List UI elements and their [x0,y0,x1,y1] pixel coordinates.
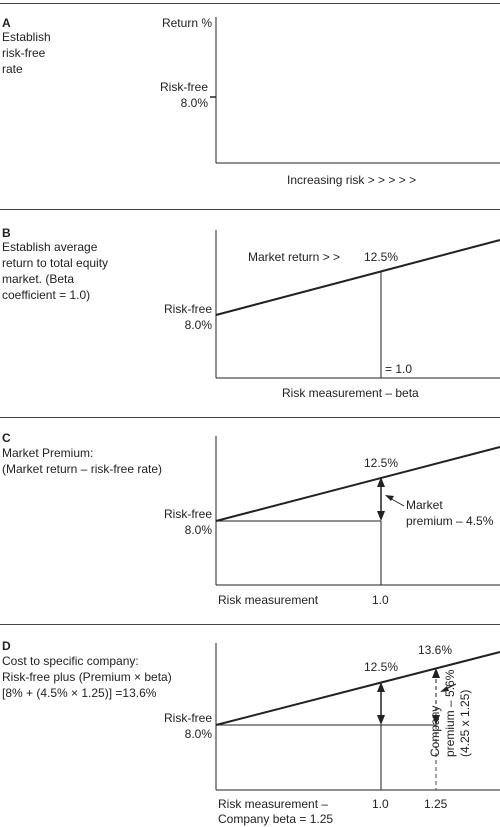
y-axis-label: Return % [161,16,212,30]
company-premium-line: premium – 5.6% [443,669,457,757]
beta-marker: = 1.0 [385,362,413,376]
company-premium-arrow-head-down [432,715,440,725]
risk-free-label: Risk-free [163,507,212,521]
panel-separator [0,624,500,625]
market-premium-arrow-head-down [377,715,385,725]
panel-description-line: rate [2,62,23,76]
company-premium-arrow-head-up [432,668,440,678]
market-return-value: 12.5% [364,250,399,264]
premium-arrow-head-down [377,511,385,521]
premium-label: Market [406,498,443,512]
panel-letter: A [2,16,11,30]
x-tick-label: 1.0 [372,797,389,811]
risk-free-label: Risk-free [163,302,212,316]
x-axis-label: Risk measurement – [218,797,329,811]
x-tick-label: 1.25 [424,797,448,811]
risk-free-label: Risk-free [163,711,212,725]
panel-description-line: coefficient = 1.0) [2,288,91,302]
panel-description-line: return to total equity [2,256,109,270]
panel-description-line: Market Premium: [2,446,94,460]
panel-description-line: Establish [2,30,51,44]
market-return-value: 12.5% [364,456,399,470]
risk-free-value: 8.0% [184,318,212,332]
premium-pointer-head [385,495,394,501]
panel-separator [0,209,500,210]
panel-letter: D [2,639,11,653]
company-premium-line: Company [428,705,442,757]
x-axis-label: Risk measurement [218,593,319,607]
panel-description-line: risk-free [2,46,46,60]
panel-description-line: Establish average [2,240,98,254]
premium-arrow-head-up [377,477,385,487]
panel-description-line: Risk-free plus (Premium × beta) [2,670,172,684]
panel-letter: C [2,431,11,445]
security-market-line [215,651,500,726]
x-axis-label: Increasing risk > > > > > [287,173,417,187]
x-tick-label: 1.0 [372,593,389,607]
security-market-line [215,446,500,522]
panel-description-line: Cost to specific company: [2,654,139,668]
panel-letter: B [2,226,11,240]
company-return-value: 13.6% [418,643,453,657]
risk-free-label: Risk-free [159,80,208,94]
panel-description-line: (Market return – risk-free rate) [2,462,163,476]
market-return-label: Market return > > [248,250,341,264]
panel-description-line: market. (Beta [2,272,75,286]
risk-free-value: 8.0% [184,727,212,741]
security-market-line [215,239,500,316]
premium-value: premium – 4.5% [406,514,494,528]
risk-free-value: 8.0% [180,96,208,110]
market-return-value: 12.5% [364,660,399,674]
company-premium-pointer-head [440,686,449,692]
x-axis-label: Company beta = 1.25 [218,812,334,826]
x-axis-label: Risk measurement – beta [282,386,419,400]
company-premium-line: (4.25 x 1.25) [458,689,472,757]
panel-separator [0,417,500,418]
company-premium-label: Company premium – 5.6% (4.25 x 1.25) [428,647,476,757]
risk-free-value: 8.0% [184,523,212,537]
panel-description-line: [8% + (4.5% × 1.25)] =13.6% [2,686,157,700]
market-premium-arrow-head-up [377,682,385,692]
panel-separator [0,3,500,4]
